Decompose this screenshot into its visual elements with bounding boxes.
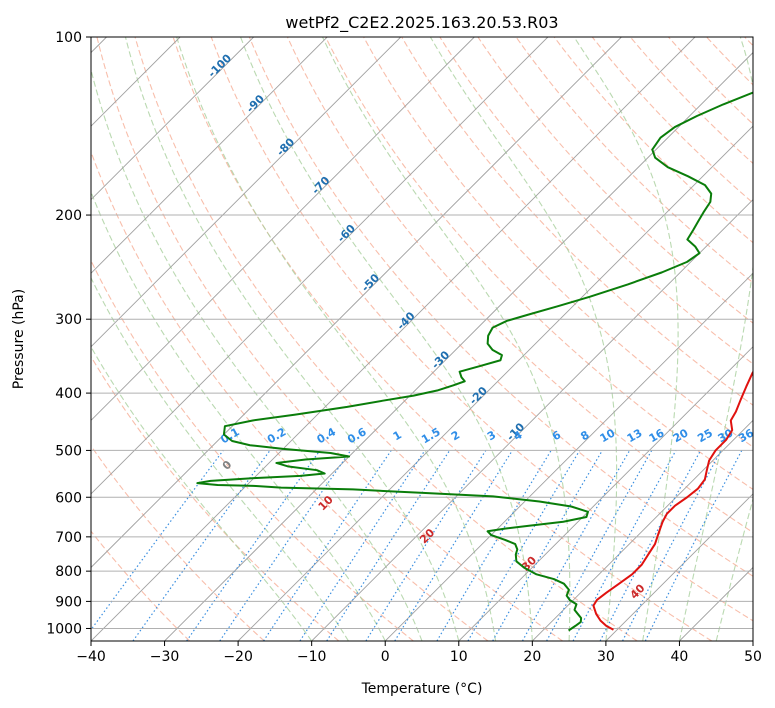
y-tick-label: 200 [55,208,82,224]
x-tick-label: 20 [523,649,541,665]
dry-adiabat-line [91,444,265,641]
isotherm-line [384,272,753,641]
y-tick-label: 700 [55,530,82,546]
y-tick-label: 400 [55,386,82,402]
isotherm-line [91,37,475,421]
y-tick-label: 300 [55,312,82,328]
mixing-ratio-line [326,450,451,641]
isotherm-line [164,51,753,641]
isotherm-line [458,346,753,641]
moist-adiabat-line [91,190,386,641]
mixing-ratio-line [186,450,321,641]
x-axis-ticks: −40 −30 −20 −10 0 10 20 30 40 50 [76,641,762,665]
y-tick-label: 100 [55,30,82,46]
isotherm-line [311,199,753,641]
y-axis-label: Pressure (hPa) [11,289,27,389]
mixing-ratio-line [546,450,653,641]
pressure-gridlines [91,37,753,629]
mixing-ratio-line [644,450,743,641]
dry-adiabats [91,37,753,641]
isotherm-line [91,37,549,495]
dry-adiabat-line [91,150,489,641]
mixing-ratio-line [132,450,271,641]
x-tick-label: 0 [381,649,390,665]
dry-adiabat-line [91,530,191,641]
isotherm-line [91,37,328,274]
moist-adiabat-line [240,37,533,641]
mixing-ratio-line [521,450,631,641]
moist-adiabat-line [176,37,497,641]
x-tick-label: −20 [223,649,253,665]
dry-adiabat-line [172,37,713,641]
x-axis-label: Temperature (°C) [361,681,483,697]
mixing-ratio-line [572,450,677,641]
x-tick-label: 10 [450,649,468,665]
moist-adiabat-line [678,37,753,641]
mixing-ratio-lines [91,450,743,641]
mixing-ratio-line [91,450,224,631]
moist-adiabat-line [573,37,679,641]
y-tick-label: 600 [55,490,82,506]
y-tick-label: 800 [55,564,82,580]
plot-background [91,37,753,641]
x-tick-label: −30 [150,649,180,665]
mixing-ratio-label: 36 [736,426,756,445]
moist-adiabat-line [91,345,313,641]
isotherm-line [91,37,622,569]
mixing-ratio-line [219,450,352,641]
dry-adiabat-line [210,37,753,622]
dry-adiabat-line [515,37,753,284]
dry-adiabat-line [325,37,753,491]
dewpoint-profile-line [196,91,753,632]
mixing-ratio-line [263,450,392,641]
x-tick-label: 30 [597,649,615,665]
chart-title: wetPf2_C2E2.2025.163.20.53.R03 [285,13,558,33]
dry-adiabat-line [439,37,753,365]
moist-adiabat-line [429,37,618,641]
moist-adiabat-line [91,276,349,641]
moist-adiabat-line [124,37,460,641]
y-tick-label: 1000 [46,621,82,637]
isotherm-line [237,125,753,641]
y-axis-ticks: 100 200 300 400 500 600 700 800 900 1000 [46,30,91,637]
dry-adiabat-line [248,37,753,577]
isotherm-line [605,493,753,641]
dry-adiabat-line [401,37,753,406]
x-tick-label: −10 [297,649,327,665]
dry-adiabat-line [134,37,638,641]
profile-series [196,91,753,632]
isotherm-line [532,419,753,641]
plot-frame [90,36,754,642]
y-tick-label: 900 [55,594,82,610]
isotherm-line [91,37,254,201]
dry-adiabat-line [96,37,563,641]
dry-adiabat-line [91,355,340,641]
x-tick-label: −40 [76,649,106,665]
isotherms [91,37,753,641]
isotherm-line [91,37,402,348]
x-tick-label: 50 [744,649,762,665]
y-tick-label: 500 [55,443,82,459]
x-tick-label: 40 [671,649,689,665]
isotherm-line [91,37,696,641]
mixing-ratio-line [299,450,426,641]
temperature-profile-line [592,370,753,631]
isotherm-line [752,640,753,641]
mixing-ratio-line [394,450,513,641]
moist-adiabat-line [91,67,423,641]
